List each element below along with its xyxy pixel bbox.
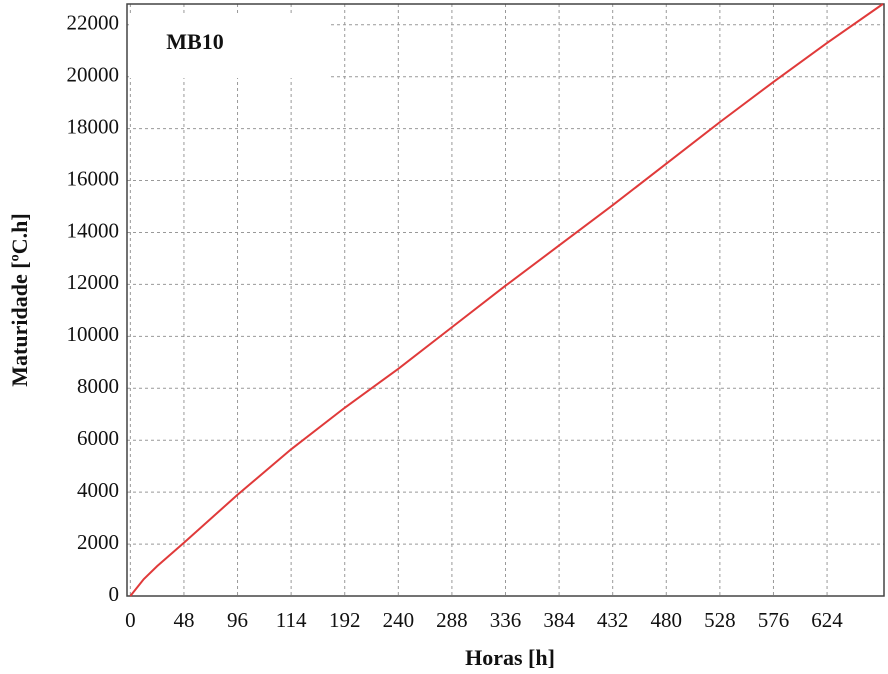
x-tick-label: 384: [543, 608, 575, 632]
x-tick-label: 528: [704, 608, 736, 632]
y-tick-label: 16000: [67, 166, 120, 190]
x-tick-label: 336: [490, 608, 522, 632]
y-axis-label: Maturidade [ºC.h]: [7, 213, 32, 386]
y-tick-label: 8000: [77, 374, 119, 398]
data-line: [129, 3, 884, 597]
y-tick-label: 6000: [77, 426, 119, 450]
x-tick-label: 0: [125, 608, 136, 632]
title-box: [129, 14, 329, 78]
chart-title: MB10: [166, 29, 223, 54]
y-tick-label: 14000: [67, 218, 120, 242]
x-tick-label: 288: [436, 608, 468, 632]
x-tick-label: 114: [276, 608, 307, 632]
x-tick-label: 48: [173, 608, 194, 632]
x-tick-label: 480: [651, 608, 683, 632]
x-axis-label: Horas [h]: [465, 645, 555, 670]
x-tick-label: 240: [383, 608, 415, 632]
y-tick-label: 4000: [77, 478, 119, 502]
x-tick-label: 576: [758, 608, 790, 632]
y-tick-label: 12000: [67, 270, 120, 294]
y-tick-label: 2000: [77, 530, 119, 554]
plot-frame: [126, 3, 885, 597]
y-tick-label: 0: [109, 582, 120, 606]
y-tick-label: 10000: [67, 322, 120, 346]
x-tick-label: 432: [597, 608, 629, 632]
y-tick-label: 18000: [67, 114, 120, 138]
x-tick-label: 624: [811, 608, 843, 632]
x-tick-label: 96: [227, 608, 248, 632]
y-tick-label: 20000: [67, 63, 120, 87]
x-tick-label: 192: [329, 608, 361, 632]
y-tick-label: 22000: [67, 11, 120, 35]
